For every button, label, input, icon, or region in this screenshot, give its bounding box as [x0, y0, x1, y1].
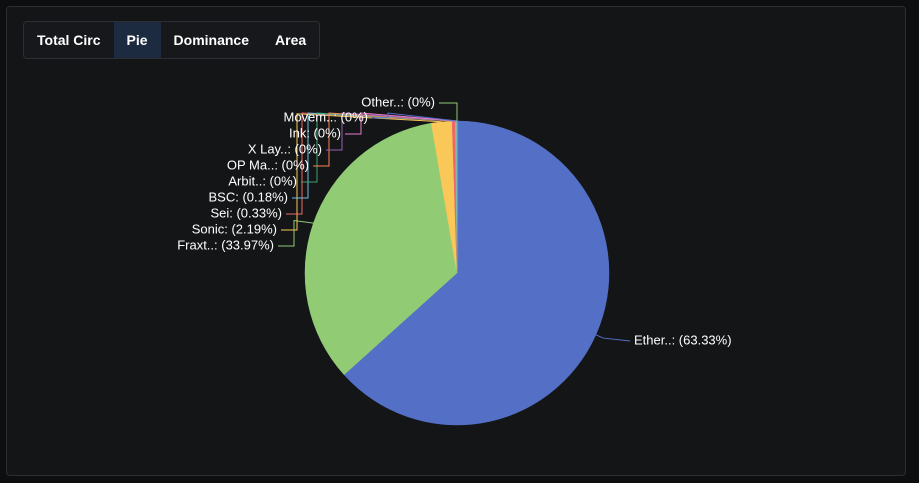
slice-label: Movem..: (0%) [283, 109, 368, 124]
label-line [281, 113, 442, 231]
tab[interactable]: Area [275, 32, 307, 48]
tab-bar: Total Circ Pie Dominance Area [23, 21, 321, 59]
slice-label: Other..: (0%) [361, 94, 435, 109]
tab[interactable]: Total Circ [37, 32, 101, 48]
label-line [595, 334, 631, 342]
slice-label: X Lay..: (0%) [248, 141, 322, 156]
slice-label: Sei: (0.33%) [210, 205, 282, 220]
label-line [372, 112, 458, 122]
slice-label: Ether..: (63.33%) [634, 332, 732, 347]
label-line [345, 112, 458, 135]
label-line [326, 112, 458, 151]
slice-label: Sonic: (2.19%) [192, 221, 277, 236]
label-line [439, 102, 458, 121]
slice-label: Fraxt..: (33.97%) [177, 237, 274, 252]
tab[interactable]: Dominance [173, 32, 250, 48]
slice-label: Ink: (0%) [289, 125, 341, 140]
pie-slice [343, 120, 610, 426]
slice-label: BSC: (0.18%) [209, 189, 288, 204]
slice-label: Arbit..: (0%) [228, 173, 297, 188]
tab[interactable]: Pie [113, 22, 161, 58]
label-line [278, 219, 314, 247]
slice-label: OP Ma..: (0%) [227, 157, 309, 172]
